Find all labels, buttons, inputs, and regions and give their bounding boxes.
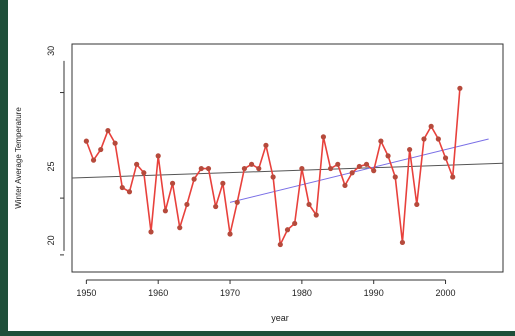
data-point bbox=[205, 165, 212, 172]
data-point bbox=[119, 184, 125, 191]
data-series bbox=[83, 85, 463, 248]
data-point bbox=[263, 142, 269, 148]
data-point bbox=[227, 231, 233, 237]
data-point bbox=[98, 146, 104, 153]
data-point bbox=[335, 161, 341, 167]
data-point bbox=[155, 153, 161, 159]
data-point bbox=[198, 165, 204, 172]
y-axis: 30 25 20 bbox=[46, 46, 65, 256]
data-point bbox=[457, 85, 463, 91]
data-point bbox=[241, 165, 247, 172]
y-tick-label: 20 bbox=[46, 235, 56, 245]
x-axis: 1950 1960 1970 1980 1990 2000 bbox=[76, 279, 456, 298]
data-point bbox=[141, 170, 147, 176]
data-point bbox=[191, 176, 197, 182]
data-point bbox=[112, 140, 118, 146]
trend-lines bbox=[71, 138, 504, 203]
data-point bbox=[399, 239, 406, 246]
data-point bbox=[356, 163, 362, 170]
data-point bbox=[407, 146, 413, 153]
y-tick-label: 25 bbox=[46, 161, 56, 171]
x-axis-label: year bbox=[271, 313, 289, 323]
data-point bbox=[414, 201, 420, 208]
slide-side-band bbox=[0, 0, 8, 331]
data-point bbox=[169, 180, 176, 186]
data-point bbox=[105, 127, 111, 134]
data-point bbox=[349, 170, 355, 176]
data-point bbox=[292, 220, 298, 227]
data-point bbox=[234, 199, 240, 205]
x-tick-label: 2000 bbox=[436, 288, 456, 298]
data-point bbox=[442, 155, 449, 161]
slide-frame: 1950 1960 1970 1980 1990 2000 30 25 20 year Win… bbox=[8, 0, 515, 331]
y-tick-label: 30 bbox=[46, 46, 56, 56]
data-point bbox=[378, 138, 384, 144]
data-point bbox=[277, 241, 283, 248]
x-tick-label: 1990 bbox=[364, 288, 384, 298]
data-point bbox=[126, 189, 133, 195]
data-point bbox=[306, 201, 312, 208]
data-point bbox=[177, 225, 183, 231]
data-point bbox=[220, 180, 226, 186]
temperature-chart: 1950 1960 1970 1980 1990 2000 30 25 20 year Win… bbox=[14, 43, 504, 323]
data-point bbox=[184, 201, 190, 208]
x-tick-label: 1970 bbox=[220, 288, 240, 298]
data-point bbox=[385, 153, 391, 159]
data-point bbox=[320, 134, 327, 140]
data-point bbox=[450, 174, 456, 180]
data-point bbox=[248, 161, 255, 167]
data-point bbox=[328, 165, 334, 172]
data-point bbox=[392, 174, 398, 180]
data-point bbox=[371, 168, 377, 174]
data-point bbox=[299, 165, 305, 172]
data-point bbox=[134, 161, 140, 167]
plot-area-frame bbox=[71, 43, 504, 273]
y-axis-label: Winter Average Temperature bbox=[14, 107, 23, 209]
data-point bbox=[90, 157, 97, 163]
data-point bbox=[83, 138, 89, 144]
data-point bbox=[270, 174, 276, 180]
data-point bbox=[213, 203, 219, 210]
x-tick-label: 1980 bbox=[292, 288, 312, 298]
x-tick-label: 1950 bbox=[76, 288, 96, 298]
recent-trend-line bbox=[229, 138, 489, 203]
data-point bbox=[435, 136, 441, 142]
data-point bbox=[363, 161, 370, 167]
chart-container: 1950 1960 1970 1980 1990 2000 30 25 20 year Win… bbox=[8, 0, 515, 331]
data-point bbox=[256, 165, 262, 172]
x-tick-label: 1960 bbox=[148, 288, 168, 298]
data-point bbox=[148, 229, 154, 235]
data-point bbox=[284, 227, 291, 233]
data-point bbox=[162, 208, 168, 214]
data-point bbox=[428, 123, 434, 129]
data-point bbox=[313, 212, 319, 218]
data-point bbox=[342, 182, 348, 189]
data-point bbox=[421, 136, 427, 142]
